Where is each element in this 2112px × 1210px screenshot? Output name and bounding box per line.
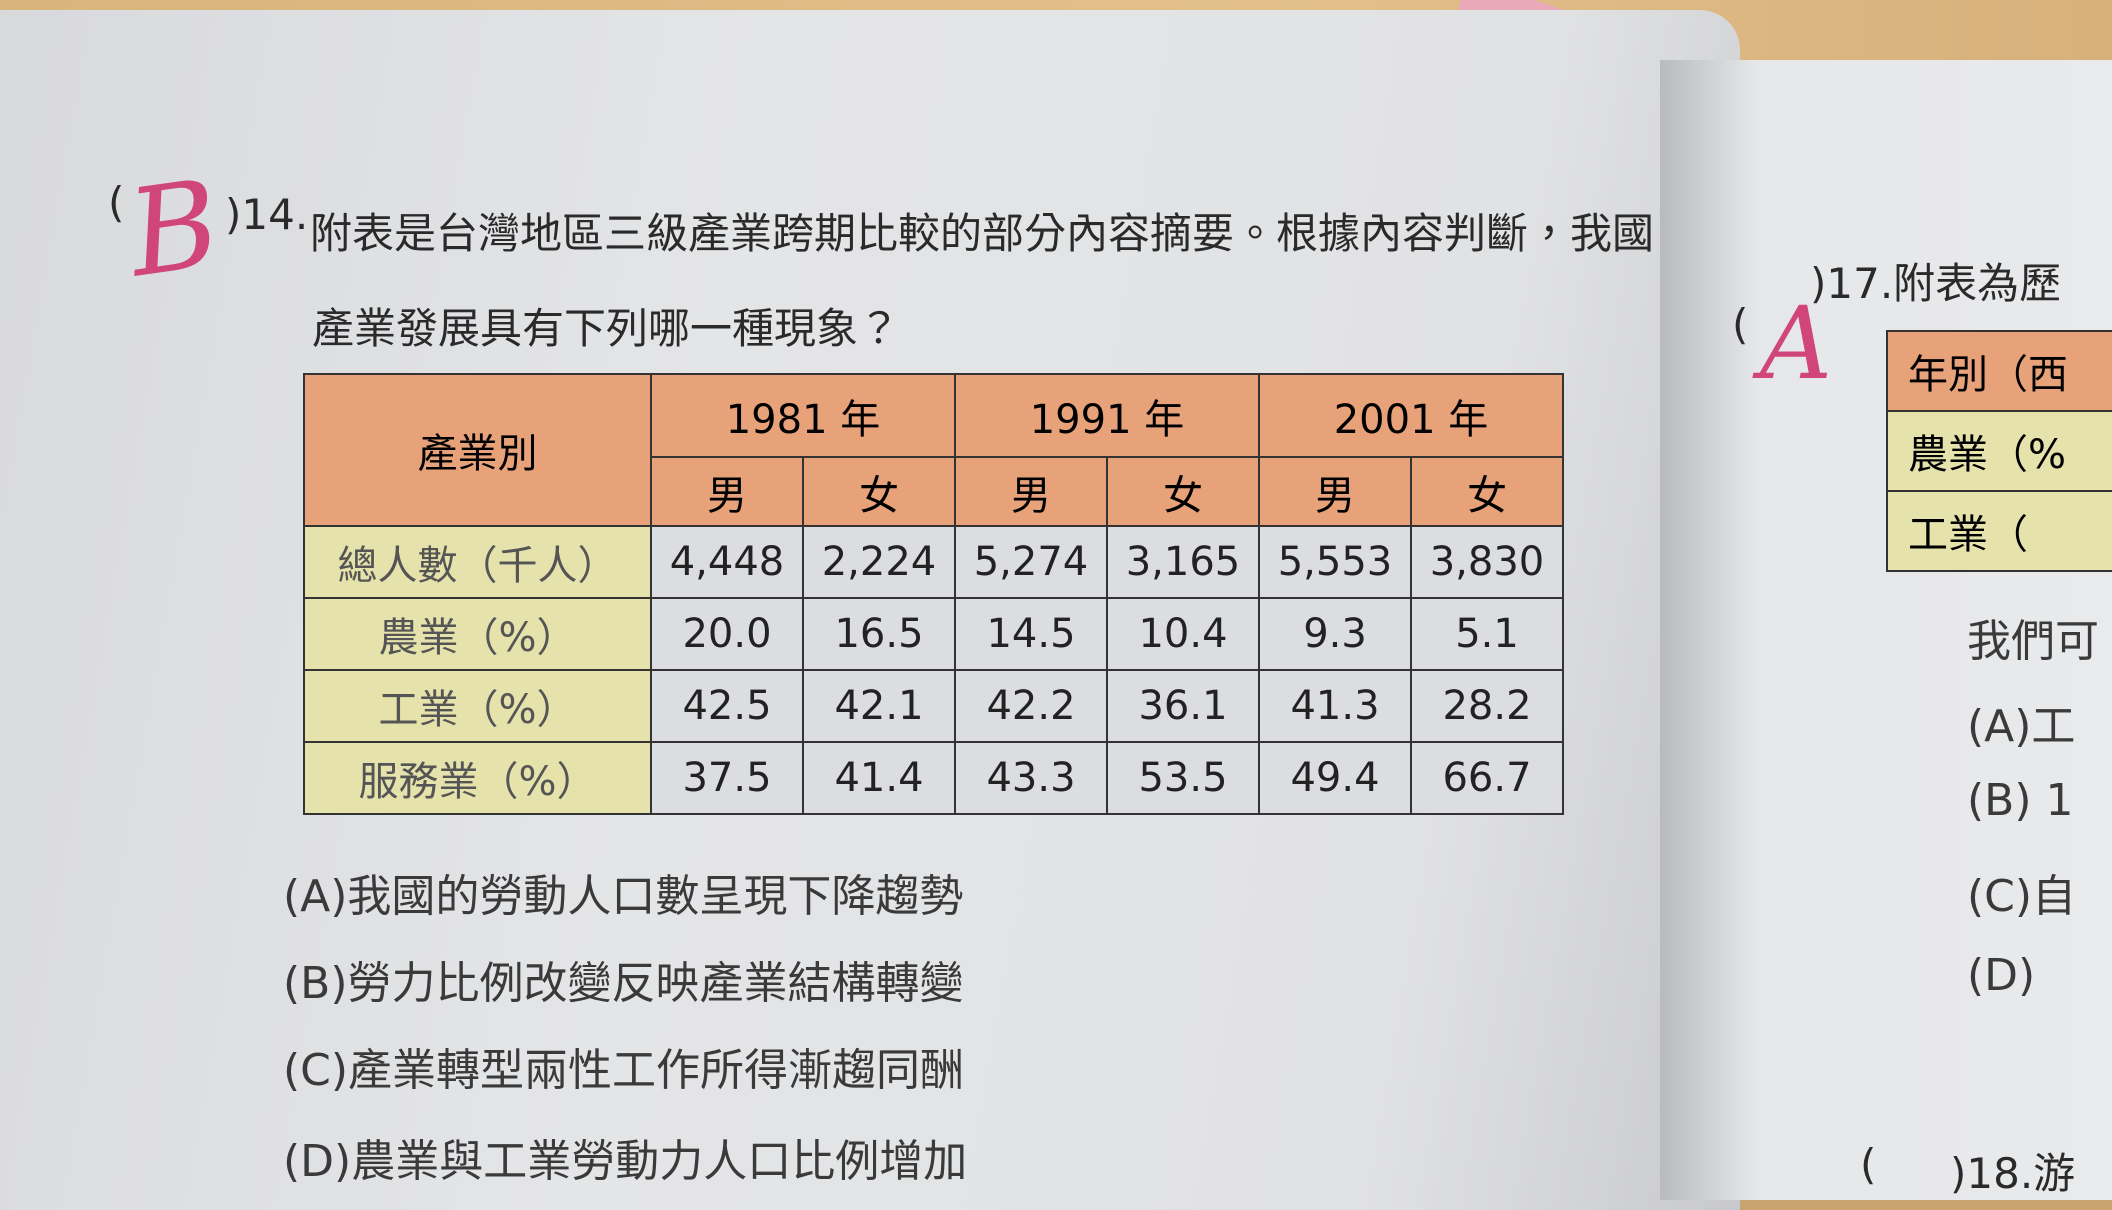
table-cell: 42.2 [954, 669, 1108, 743]
left-page: ( B )14. 附表是台灣地區三級產業跨期比較的部分內容摘要。根據內容判斷，我… [0, 10, 1740, 1210]
table-header: 1981 年 [650, 372, 956, 459]
table-cell: 20.0 [650, 597, 804, 671]
table-header: 產業別 [303, 373, 652, 527]
row-label: 服務業（%） [303, 741, 652, 815]
table-cell: 28.2 [1410, 669, 1564, 743]
right-page: ( A )17.附表為歷 年別（西 農業（% 工業（ 我們可 (A)工 (B) … [1660, 60, 2112, 1200]
table-cell: 36.1 [1106, 669, 1260, 743]
table-cell: 37.5 [650, 741, 804, 815]
table-cell: 2,224 [802, 525, 956, 599]
table-header: 女 [1106, 456, 1260, 527]
table-cell: 43.3 [954, 741, 1108, 815]
table-cell: 3,165 [1106, 525, 1260, 599]
table-cell: 4,448 [650, 525, 804, 599]
table-header: 2001 年 [1258, 372, 1564, 459]
table-row: 年別（西 [1886, 330, 2112, 412]
option: (A)我國的勞動人口數呈現下降趨勢 [283, 871, 964, 922]
option: (B)勞力比例改變反映產業結構轉變 [283, 958, 964, 1009]
table-cell: 5,274 [954, 525, 1108, 599]
table-header: 男 [650, 456, 804, 527]
table-cell: 42.1 [802, 669, 956, 743]
table-cell: 農業（% [1886, 410, 2112, 492]
question-text: 產業發展具有下列哪一種現象？ [312, 304, 901, 353]
table-header: 女 [1410, 456, 1564, 527]
question-number: )14. [225, 190, 309, 239]
table-cell: 3,830 [1410, 525, 1564, 599]
question-number: )18.游 [1950, 1149, 2076, 1198]
table-cell: 14.5 [954, 597, 1108, 671]
table-row: 服務業（%） 37.5 41.4 43.3 53.5 49.4 66.7 [303, 741, 1564, 815]
table-row: 男女男女男女 [304, 456, 1564, 527]
option: (C)產業轉型兩性工作所得漸趨同酬 [283, 1045, 965, 1096]
table-row: 農業（% [1886, 410, 2112, 492]
option: (D)農業與工業勞動力人口比例增加 [283, 1136, 968, 1187]
data-table: 產業別 1981 年 1991 年 2001 年男女男女男女總人數（千人） 4,448 2… [303, 372, 1564, 815]
table-row: 總人數（千人） 4,448 2,224 5,274 3,165 5,553 3,830 [303, 525, 1564, 599]
question-number: )17.附表為歷 [1810, 259, 2062, 308]
table-cell: 5,553 [1258, 525, 1412, 599]
table-cell: 16.5 [802, 597, 956, 671]
row-label: 農業（%） [303, 597, 652, 671]
text-line: (A)工 [1967, 701, 2076, 752]
handwritten-answer: B [120, 154, 228, 305]
side-table: 年別（西 農業（% 工業（ [1886, 330, 2112, 572]
table-cell: 53.5 [1106, 741, 1260, 815]
table-row: 農業（%） 20.0 16.5 14.5 10.4 9.3 5.1 [303, 597, 1564, 671]
table-cell: 年別（西 [1886, 330, 2112, 412]
text-line: (C)自 [1967, 871, 2077, 922]
table-header: 男 [1258, 456, 1412, 527]
text-line: (D) [1967, 950, 2036, 1001]
table-cell: 42.5 [650, 669, 804, 743]
table-cell: 41.4 [802, 741, 956, 815]
table-cell: 49.4 [1258, 741, 1412, 815]
open-paren: ( [1732, 300, 1749, 349]
table-row: 產業別 1981 年 1991 年 2001 年 [303, 372, 1564, 527]
table-row: 工業（ [1886, 490, 2112, 572]
table-cell: 9.3 [1258, 597, 1412, 671]
text-line: (B) 1 [1967, 775, 2074, 826]
handwritten-answer: A [1760, 285, 1833, 402]
table-cell: 10.4 [1106, 597, 1260, 671]
open-paren: ( [108, 178, 125, 227]
table-cell: 5.1 [1410, 597, 1564, 671]
question-text: 附表是台灣地區三級產業跨期比較的部分內容摘要。根據內容判斷，我國 [310, 209, 1655, 258]
table-row: 工業（%） 42.5 42.1 42.2 36.1 41.3 28.2 [303, 669, 1564, 743]
row-label: 總人數（千人） [303, 525, 652, 599]
table-header: 1991 年 [954, 372, 1260, 459]
text-line: 我們可 [1967, 616, 2099, 667]
open-paren: ( [1860, 1140, 1877, 1189]
table-header: 女 [802, 456, 956, 527]
table-cell: 66.7 [1410, 741, 1564, 815]
table-cell: 工業（ [1886, 490, 2112, 572]
table-cell: 41.3 [1258, 669, 1412, 743]
table-header: 男 [954, 456, 1108, 527]
row-label: 工業（%） [303, 669, 652, 743]
